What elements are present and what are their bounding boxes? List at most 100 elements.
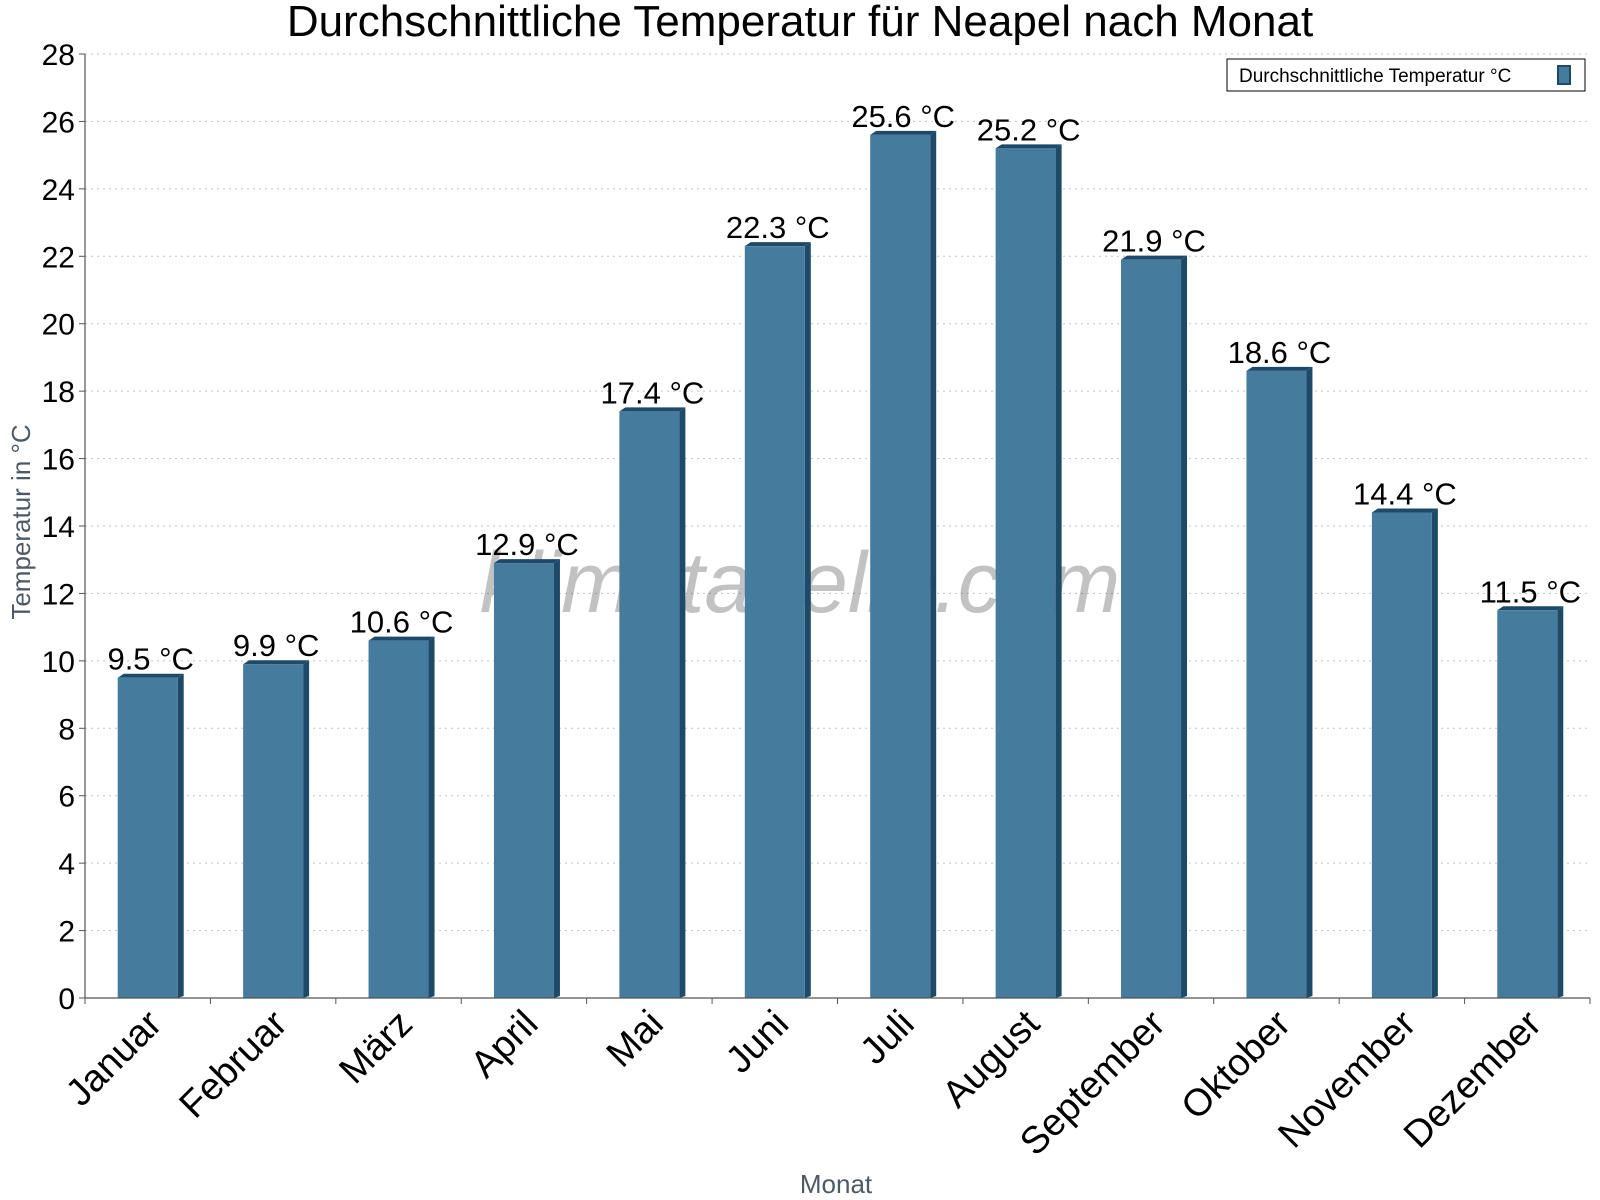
bar-face (744, 246, 805, 998)
bar-face (870, 134, 931, 998)
bar-face (1121, 259, 1182, 999)
y-tick-label: 12 (42, 578, 75, 611)
y-tick-label: 26 (42, 106, 75, 139)
y-tick-label: 4 (58, 848, 75, 881)
y-tick-label: 28 (42, 39, 75, 72)
bar-top (1371, 508, 1438, 513)
bar-face (368, 640, 429, 998)
bar-side (804, 242, 811, 998)
data-label: 11.5 °C (1480, 574, 1581, 609)
data-label: 9.9 °C (233, 628, 320, 663)
bar-side (428, 636, 435, 998)
data-label: 12.9 °C (475, 527, 579, 562)
y-tick-label: 18 (42, 376, 75, 409)
bar-side (177, 673, 184, 998)
bar-face (995, 148, 1056, 998)
x-tick-labels: Januar Februar März April Mai Juni Juli AugustS… (58, 1002, 1550, 1163)
bar (744, 242, 811, 998)
bar (1246, 366, 1313, 998)
legend-swatch (1557, 65, 1571, 85)
x-tick-label: März (331, 1003, 420, 1092)
bar-face (493, 563, 554, 998)
x-tick-label: August (935, 1002, 1049, 1116)
data-label: 22.3 °C (726, 210, 830, 245)
bar-side (1557, 606, 1564, 998)
data-label: 21.9 °C (1102, 224, 1206, 259)
y-axis-label: Temperatur in °C (6, 424, 36, 619)
bar (1371, 508, 1438, 998)
y-tick-label: 24 (42, 174, 75, 207)
bar (493, 559, 560, 998)
y-tick-label: 16 (42, 444, 75, 477)
bar (870, 130, 937, 998)
x-tick-label: Dezember (1396, 1002, 1550, 1156)
legend: Durchschnittliche Temperatur °C (1226, 58, 1586, 92)
bar-side (303, 660, 310, 998)
bar (619, 407, 686, 998)
data-labels: 9.5 °C 9.9 °C 10.6 °C 12.9 °C 17.4 °C 22.3 °C… (107, 99, 1581, 677)
bar-top (870, 130, 937, 135)
data-label: 17.4 °C (601, 375, 705, 410)
y-tick-label: 6 (58, 781, 75, 814)
data-label: 10.6 °C (350, 605, 454, 640)
x-tick-label: Februar (172, 1002, 296, 1126)
bar-top (493, 559, 560, 564)
y-tick-label: 8 (58, 713, 75, 746)
bar-top (1121, 255, 1188, 260)
x-tick-label: Juli (853, 1003, 923, 1073)
bar-side (930, 130, 937, 998)
x-tick-label: Oktober (1174, 1002, 1300, 1128)
bar (368, 636, 435, 998)
bar-top (243, 660, 310, 665)
bar (243, 660, 310, 998)
bar-top (995, 144, 1062, 149)
bar-top (1246, 366, 1313, 371)
legend-box (1226, 58, 1586, 92)
bar-face (117, 677, 178, 998)
data-label: 9.5 °C (107, 642, 194, 677)
bar-side (1306, 366, 1313, 998)
data-label: 18.6 °C (1228, 335, 1332, 370)
x-tick-label: April (463, 1003, 546, 1086)
bars (117, 130, 1564, 999)
x-tick-label: Juni (718, 1003, 797, 1082)
bar-top (368, 636, 435, 641)
bar-face (243, 664, 304, 998)
bar-side (553, 559, 560, 998)
y-tick-label: 22 (42, 241, 75, 274)
x-tick-label: Januar (58, 1002, 170, 1114)
bar-side (679, 407, 686, 998)
x-axis-label: Monat (800, 1169, 873, 1199)
bar-top (619, 407, 686, 412)
bar-face (1371, 512, 1432, 998)
legend-label: Durchschnittliche Temperatur °C (1239, 66, 1511, 87)
y-tick-label: 14 (42, 511, 75, 544)
grid-lines (85, 53, 1590, 932)
bar (1497, 606, 1564, 998)
bar-top (117, 673, 184, 678)
bar-side (1431, 508, 1438, 998)
bar-face (619, 411, 680, 998)
bar (117, 673, 184, 998)
x-tick-label: Mai (599, 1003, 672, 1076)
y-tick-label: 0 (58, 983, 75, 1016)
bar-side (1055, 144, 1062, 998)
chart-title: Durchschnittliche Temperatur für Neapel … (287, 0, 1313, 46)
bar-top (744, 242, 811, 247)
data-label: 25.6 °C (851, 99, 955, 134)
bar (995, 144, 1062, 998)
data-label: 25.2 °C (977, 112, 1081, 147)
bar-face (1246, 370, 1307, 998)
y-tick-label: 20 (42, 309, 75, 342)
y-tick-label: 2 (58, 916, 75, 949)
bar-top (1497, 606, 1564, 611)
bar (1121, 255, 1188, 999)
axes (79, 53, 1591, 1004)
bar-face (1497, 610, 1558, 998)
y-tick-label: 10 (42, 646, 75, 679)
data-label: 14.4 °C (1353, 477, 1457, 512)
bar-side (1181, 255, 1188, 998)
